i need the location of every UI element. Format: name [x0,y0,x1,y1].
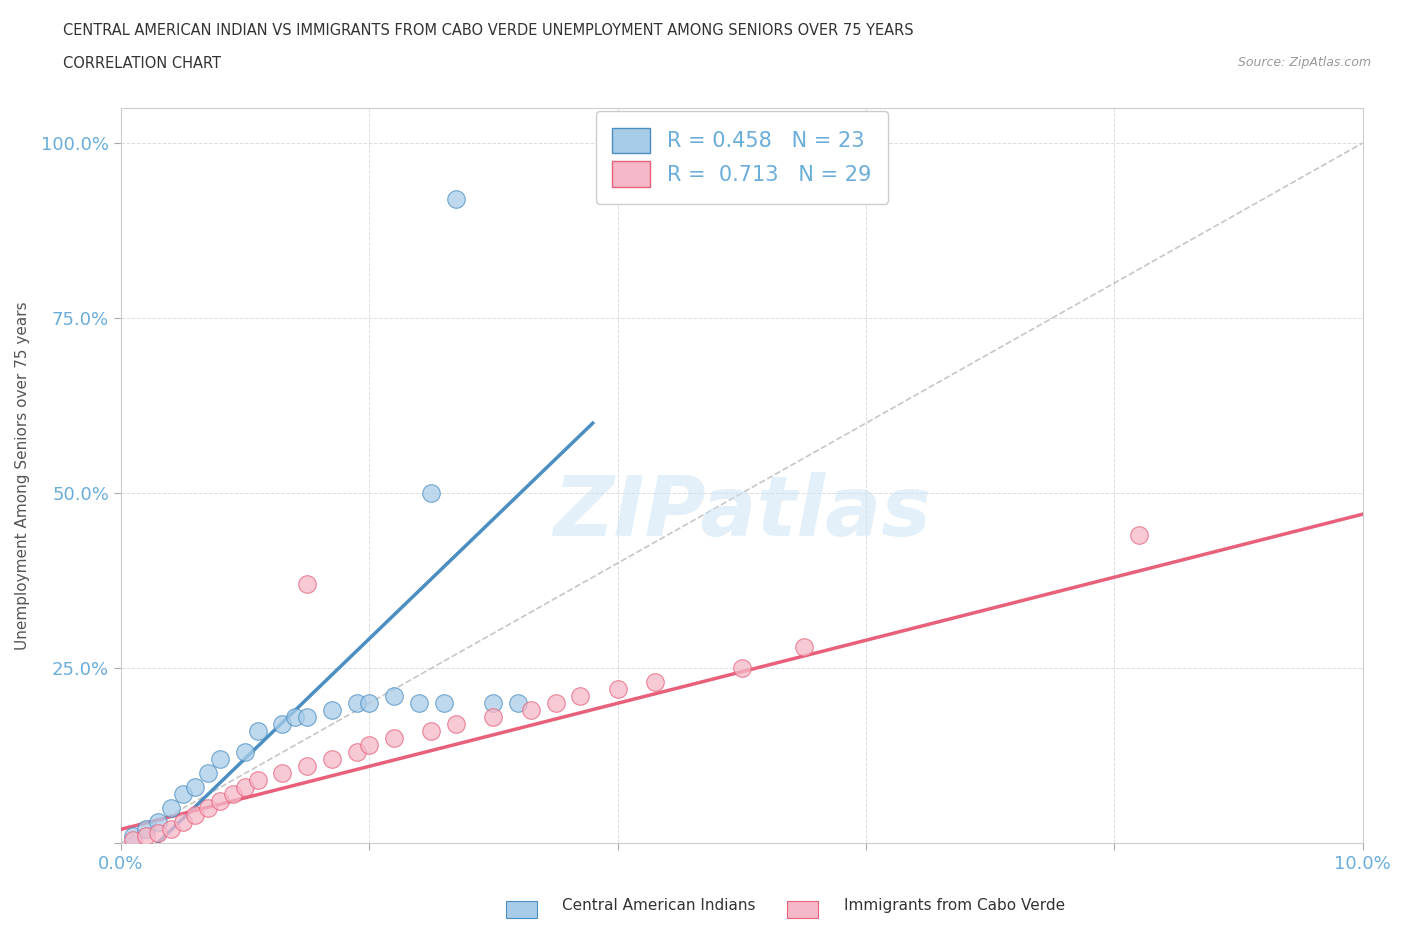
Text: Central American Indians: Central American Indians [562,897,756,912]
Point [1128,527,1150,542]
Text: CORRELATION CHART: CORRELATION CHART [63,56,221,71]
Point [159,822,181,837]
Point [382,731,405,746]
Point [346,696,368,711]
Point [209,794,232,809]
Point [172,787,194,802]
Point [569,689,592,704]
Point [246,724,269,738]
Point [544,696,567,711]
Point [644,675,666,690]
Point [233,780,256,795]
Point [433,696,456,711]
Point [122,829,145,844]
Point [606,682,628,697]
Point [197,801,219,816]
Point [420,485,443,500]
Legend: R = 0.458   N = 23, R =  0.713   N = 29: R = 0.458 N = 23, R = 0.713 N = 29 [596,111,887,204]
Point [346,745,368,760]
Point [295,759,318,774]
Text: Immigrants from Cabo Verde: Immigrants from Cabo Verde [844,897,1064,912]
Point [246,773,269,788]
Text: ZIPatlas: ZIPatlas [553,472,931,553]
Point [508,696,530,711]
Point [359,696,381,711]
Point [184,808,207,823]
Point [221,787,243,802]
Point [482,696,505,711]
Point [444,717,467,732]
Point [159,801,181,816]
Point [122,832,145,847]
Text: CENTRAL AMERICAN INDIAN VS IMMIGRANTS FROM CABO VERDE UNEMPLOYMENT AMONG SENIORS: CENTRAL AMERICAN INDIAN VS IMMIGRANTS FR… [63,23,914,38]
Point [233,745,256,760]
Point [172,815,194,830]
Point [197,766,219,781]
Point [731,661,754,676]
Point [135,822,157,837]
Point [382,689,405,704]
Text: Source: ZipAtlas.com: Source: ZipAtlas.com [1237,56,1371,69]
Point [420,724,443,738]
Y-axis label: Unemployment Among Seniors over 75 years: Unemployment Among Seniors over 75 years [15,301,30,650]
Point [519,703,541,718]
Point [271,717,294,732]
Point [359,737,381,752]
Point [146,826,169,841]
Point [209,751,232,766]
Point [444,192,467,206]
Point [321,751,343,766]
Point [321,703,343,718]
Point [295,710,318,724]
Point [271,766,294,781]
Point [135,829,157,844]
Point [284,710,307,724]
Point [184,780,207,795]
Point [146,815,169,830]
Point [482,710,505,724]
Point [295,577,318,591]
Point [408,696,430,711]
Point [793,640,815,655]
